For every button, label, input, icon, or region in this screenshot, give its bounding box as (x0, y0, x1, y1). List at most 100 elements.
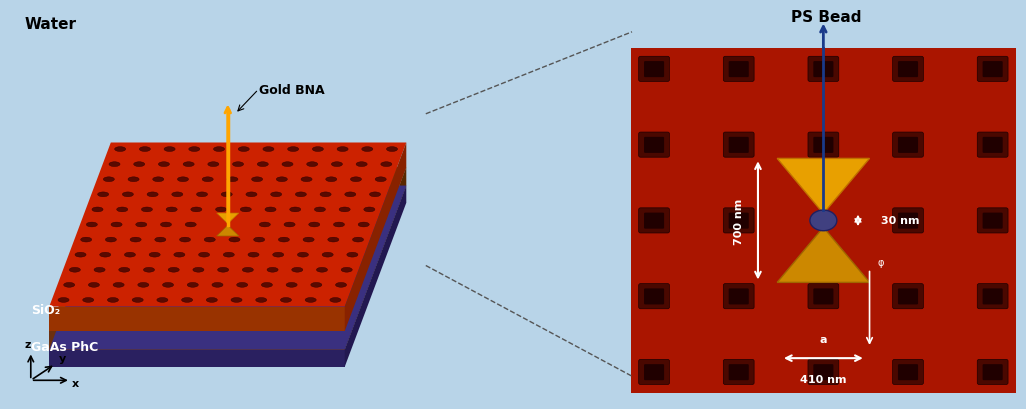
Ellipse shape (144, 268, 155, 272)
FancyBboxPatch shape (728, 213, 749, 229)
FancyBboxPatch shape (983, 364, 1002, 380)
Text: z: z (25, 339, 31, 350)
Ellipse shape (158, 162, 169, 167)
Ellipse shape (142, 207, 153, 212)
Ellipse shape (320, 193, 331, 197)
Text: φ: φ (877, 258, 883, 267)
Ellipse shape (58, 298, 69, 303)
Ellipse shape (70, 268, 80, 272)
FancyBboxPatch shape (977, 284, 1008, 309)
Ellipse shape (222, 193, 232, 197)
Ellipse shape (153, 178, 164, 182)
Ellipse shape (164, 147, 175, 152)
Ellipse shape (97, 193, 109, 197)
Text: 410 nm: 410 nm (800, 374, 846, 384)
Ellipse shape (358, 222, 369, 227)
Ellipse shape (312, 147, 323, 152)
Ellipse shape (307, 162, 318, 167)
Ellipse shape (345, 193, 356, 197)
Ellipse shape (111, 222, 122, 227)
FancyBboxPatch shape (983, 62, 1002, 78)
Ellipse shape (119, 268, 130, 272)
FancyBboxPatch shape (808, 57, 839, 82)
Ellipse shape (381, 162, 392, 167)
Polygon shape (49, 350, 345, 367)
Text: a: a (820, 335, 827, 344)
Ellipse shape (276, 178, 287, 182)
Ellipse shape (202, 178, 213, 182)
FancyBboxPatch shape (893, 57, 923, 82)
FancyBboxPatch shape (723, 133, 754, 158)
FancyBboxPatch shape (893, 133, 923, 158)
Text: SiO₂: SiO₂ (31, 303, 60, 316)
Ellipse shape (133, 162, 145, 167)
FancyBboxPatch shape (893, 360, 923, 384)
Ellipse shape (265, 207, 276, 212)
Ellipse shape (238, 147, 249, 152)
Ellipse shape (177, 178, 189, 182)
Ellipse shape (248, 253, 259, 257)
FancyBboxPatch shape (723, 208, 754, 234)
Ellipse shape (278, 238, 289, 243)
Polygon shape (778, 228, 869, 283)
Ellipse shape (295, 193, 307, 197)
Ellipse shape (316, 268, 327, 272)
Ellipse shape (75, 253, 86, 257)
Polygon shape (49, 168, 406, 331)
Text: Gold BNA: Gold BNA (259, 83, 324, 97)
Ellipse shape (340, 207, 350, 212)
Ellipse shape (212, 283, 223, 288)
FancyBboxPatch shape (898, 213, 918, 229)
Ellipse shape (311, 283, 322, 288)
Ellipse shape (301, 178, 312, 182)
Ellipse shape (364, 207, 374, 212)
Text: PS Bead: PS Bead (791, 9, 861, 25)
Ellipse shape (83, 298, 93, 303)
FancyBboxPatch shape (638, 360, 669, 384)
FancyBboxPatch shape (644, 137, 664, 153)
Ellipse shape (284, 222, 295, 227)
Polygon shape (345, 143, 406, 331)
Ellipse shape (162, 283, 173, 288)
Ellipse shape (338, 147, 348, 152)
Ellipse shape (242, 268, 253, 272)
Ellipse shape (199, 253, 209, 257)
Text: y: y (58, 353, 66, 363)
Ellipse shape (171, 193, 183, 197)
FancyBboxPatch shape (644, 289, 664, 305)
Ellipse shape (183, 162, 194, 167)
Polygon shape (49, 186, 406, 350)
FancyBboxPatch shape (728, 289, 749, 305)
Ellipse shape (289, 207, 301, 212)
FancyBboxPatch shape (723, 284, 754, 309)
Text: 700 nm: 700 nm (734, 198, 744, 244)
Ellipse shape (305, 298, 316, 303)
Ellipse shape (189, 147, 200, 152)
Ellipse shape (215, 207, 227, 212)
Ellipse shape (376, 178, 386, 182)
Ellipse shape (271, 193, 282, 197)
Ellipse shape (206, 298, 218, 303)
FancyBboxPatch shape (723, 57, 754, 82)
Ellipse shape (117, 207, 128, 212)
FancyBboxPatch shape (808, 284, 839, 309)
Ellipse shape (237, 283, 247, 288)
Ellipse shape (282, 162, 293, 167)
Ellipse shape (362, 147, 372, 152)
Ellipse shape (113, 283, 124, 288)
Ellipse shape (155, 238, 166, 243)
Ellipse shape (213, 147, 225, 152)
Ellipse shape (173, 253, 185, 257)
Ellipse shape (191, 207, 202, 212)
Polygon shape (49, 143, 406, 307)
FancyBboxPatch shape (728, 364, 749, 380)
Ellipse shape (314, 207, 325, 212)
Ellipse shape (329, 298, 341, 303)
FancyBboxPatch shape (898, 62, 918, 78)
Ellipse shape (287, 147, 299, 152)
Ellipse shape (342, 268, 352, 272)
FancyBboxPatch shape (898, 364, 918, 380)
Polygon shape (216, 226, 239, 236)
FancyBboxPatch shape (983, 137, 1002, 153)
Ellipse shape (140, 147, 151, 152)
